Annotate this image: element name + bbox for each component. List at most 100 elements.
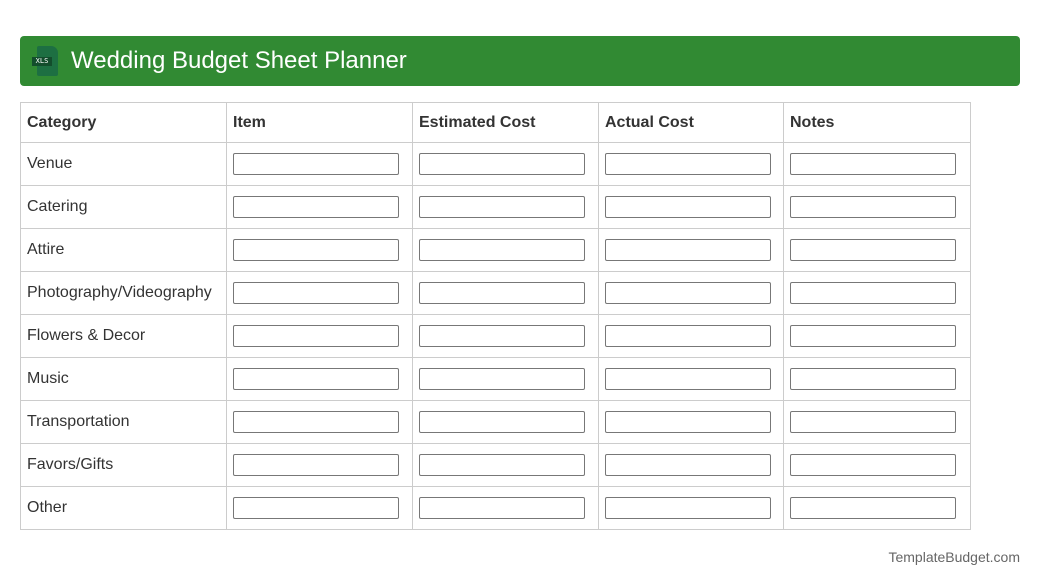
table-row: Transportation bbox=[20, 400, 971, 444]
cell-actual-cost bbox=[598, 400, 784, 444]
cell-item bbox=[226, 357, 413, 401]
cell-actual-cost bbox=[598, 271, 784, 315]
cell-notes bbox=[783, 314, 971, 358]
item-input[interactable] bbox=[233, 325, 399, 347]
estimated-cost-input[interactable] bbox=[419, 239, 585, 261]
estimated-cost-input[interactable] bbox=[419, 454, 585, 476]
cell-notes bbox=[783, 228, 971, 272]
notes-input[interactable] bbox=[790, 196, 956, 218]
cell-notes bbox=[783, 357, 971, 401]
notes-input[interactable] bbox=[790, 153, 956, 175]
xls-file-icon: XLS bbox=[32, 46, 58, 76]
actual-cost-input[interactable] bbox=[605, 497, 771, 519]
table-row: Attire bbox=[20, 228, 971, 272]
cell-item bbox=[226, 142, 413, 186]
cell-estimated-cost bbox=[412, 271, 599, 315]
table-row: Catering bbox=[20, 185, 971, 229]
cell-estimated-cost bbox=[412, 142, 599, 186]
cell-item bbox=[226, 400, 413, 444]
category-label: Photography/Videography bbox=[20, 271, 227, 315]
table-row: Favors/Gifts bbox=[20, 443, 971, 487]
cell-notes bbox=[783, 271, 971, 315]
item-input[interactable] bbox=[233, 196, 399, 218]
item-input[interactable] bbox=[233, 239, 399, 261]
category-label: Flowers & Decor bbox=[20, 314, 227, 358]
cell-actual-cost bbox=[598, 357, 784, 401]
category-label: Attire bbox=[20, 228, 227, 272]
table-row: Other bbox=[20, 486, 971, 530]
actual-cost-input[interactable] bbox=[605, 325, 771, 347]
actual-cost-input[interactable] bbox=[605, 368, 771, 390]
cell-estimated-cost bbox=[412, 185, 599, 229]
column-header-notes: Notes bbox=[783, 102, 971, 143]
cell-estimated-cost bbox=[412, 314, 599, 358]
actual-cost-input[interactable] bbox=[605, 454, 771, 476]
cell-estimated-cost bbox=[412, 228, 599, 272]
budget-table: Category Item Estimated Cost Actual Cost Not… bbox=[20, 102, 971, 530]
cell-item bbox=[226, 443, 413, 487]
column-header-actual-cost: Actual Cost bbox=[598, 102, 784, 143]
item-input[interactable] bbox=[233, 454, 399, 476]
cell-notes bbox=[783, 142, 971, 186]
item-input[interactable] bbox=[233, 153, 399, 175]
actual-cost-input[interactable] bbox=[605, 196, 771, 218]
cell-actual-cost bbox=[598, 185, 784, 229]
column-header-item: Item bbox=[226, 102, 413, 143]
cell-estimated-cost bbox=[412, 357, 599, 401]
title-bar: XLS Wedding Budget Sheet Planner bbox=[20, 36, 1020, 86]
cell-actual-cost bbox=[598, 314, 784, 358]
notes-input[interactable] bbox=[790, 282, 956, 304]
notes-input[interactable] bbox=[790, 454, 956, 476]
estimated-cost-input[interactable] bbox=[419, 196, 585, 218]
actual-cost-input[interactable] bbox=[605, 153, 771, 175]
estimated-cost-input[interactable] bbox=[419, 153, 585, 175]
cell-estimated-cost bbox=[412, 486, 599, 530]
estimated-cost-input[interactable] bbox=[419, 411, 585, 433]
table-row: Photography/Videography bbox=[20, 271, 971, 315]
category-label: Transportation bbox=[20, 400, 227, 444]
cell-item bbox=[226, 486, 413, 530]
table-row: Flowers & Decor bbox=[20, 314, 971, 358]
notes-input[interactable] bbox=[790, 239, 956, 261]
notes-input[interactable] bbox=[790, 368, 956, 390]
notes-input[interactable] bbox=[790, 497, 956, 519]
actual-cost-input[interactable] bbox=[605, 411, 771, 433]
estimated-cost-input[interactable] bbox=[419, 497, 585, 519]
cell-estimated-cost bbox=[412, 400, 599, 444]
cell-notes bbox=[783, 185, 971, 229]
header-row: Category Item Estimated Cost Actual Cost Not… bbox=[20, 102, 971, 143]
category-label: Other bbox=[20, 486, 227, 530]
cell-notes bbox=[783, 443, 971, 487]
column-header-category: Category bbox=[20, 102, 227, 143]
cell-actual-cost bbox=[598, 228, 784, 272]
cell-notes bbox=[783, 400, 971, 444]
category-label: Catering bbox=[20, 185, 227, 229]
page-title: Wedding Budget Sheet Planner bbox=[71, 47, 407, 74]
item-input[interactable] bbox=[233, 282, 399, 304]
notes-input[interactable] bbox=[790, 325, 956, 347]
cell-item bbox=[226, 185, 413, 229]
actual-cost-input[interactable] bbox=[605, 239, 771, 261]
cell-actual-cost bbox=[598, 486, 784, 530]
notes-input[interactable] bbox=[790, 411, 956, 433]
table-row: Venue bbox=[20, 142, 971, 186]
actual-cost-input[interactable] bbox=[605, 282, 771, 304]
table-row: Music bbox=[20, 357, 971, 401]
estimated-cost-input[interactable] bbox=[419, 368, 585, 390]
cell-notes bbox=[783, 486, 971, 530]
cell-estimated-cost bbox=[412, 443, 599, 487]
item-input[interactable] bbox=[233, 411, 399, 433]
cell-item bbox=[226, 271, 413, 315]
cell-item bbox=[226, 228, 413, 272]
estimated-cost-input[interactable] bbox=[419, 282, 585, 304]
footer-brand: TemplateBudget.com bbox=[888, 549, 1020, 565]
item-input[interactable] bbox=[233, 497, 399, 519]
cell-item bbox=[226, 314, 413, 358]
estimated-cost-input[interactable] bbox=[419, 325, 585, 347]
xls-icon-label: XLS bbox=[32, 57, 52, 66]
item-input[interactable] bbox=[233, 368, 399, 390]
column-header-estimated-cost: Estimated Cost bbox=[412, 102, 599, 143]
category-label: Music bbox=[20, 357, 227, 401]
category-label: Venue bbox=[20, 142, 227, 186]
cell-actual-cost bbox=[598, 142, 784, 186]
